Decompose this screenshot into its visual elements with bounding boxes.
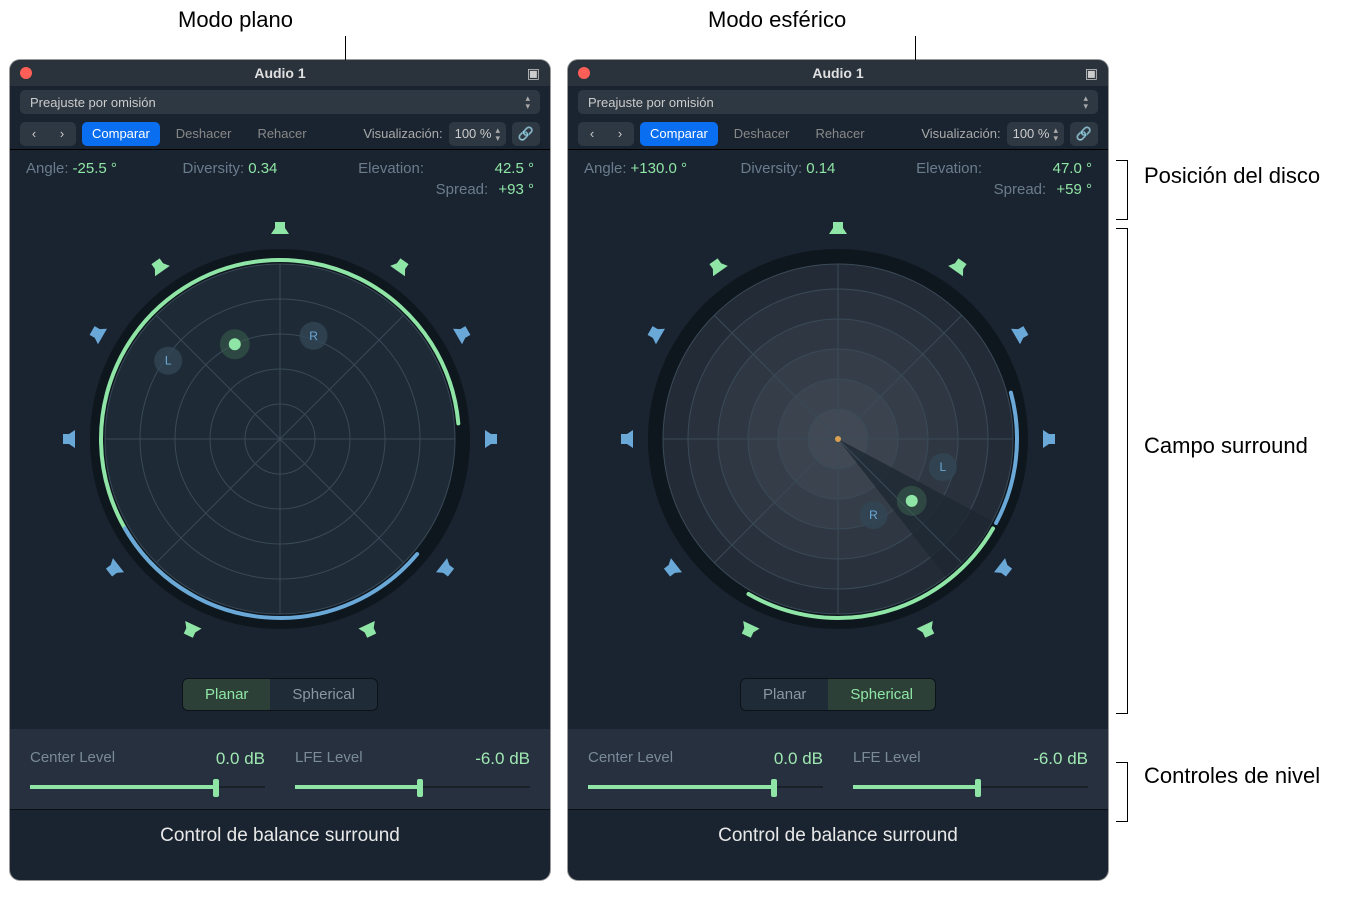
mode-segmented: Planar Spherical — [740, 678, 936, 711]
mode-segmented: Planar Spherical — [182, 678, 378, 711]
center-level-label: Center Level — [30, 749, 115, 769]
panner-window-spherical: Audio 1 ▣ Preajuste por omisión ▴▾ ‹ › C… — [568, 60, 1108, 880]
diversity-value[interactable]: 0.34 — [248, 160, 354, 177]
link-icon[interactable]: 🔗 — [1070, 122, 1098, 146]
forward-button[interactable]: › — [48, 122, 76, 146]
back-button[interactable]: ‹ — [20, 122, 48, 146]
redo-button[interactable]: Rehacer — [805, 122, 874, 146]
callout-campo-surround: Campo surround — [1144, 432, 1334, 461]
pin-icon[interactable]: ▣ — [527, 65, 540, 82]
svg-text:R: R — [869, 508, 878, 522]
history-nav: ‹ › — [578, 122, 634, 146]
puck-readouts: Angle: +130.0 ° Diversity: 0.14 Elevatio… — [568, 150, 1108, 181]
bracket-controles — [1116, 762, 1128, 822]
spread-value[interactable]: +59 ° — [1056, 181, 1092, 198]
callout-modo-esferico: Modo esférico — [708, 6, 846, 35]
callout-modo-plano: Modo plano — [178, 6, 293, 35]
viz-zoom[interactable]: 100 % ▴▾ — [1007, 122, 1064, 146]
center-level-label: Center Level — [588, 749, 673, 769]
lfe-level-label: LFE Level — [853, 749, 921, 769]
elevation-value[interactable]: 47.0 ° — [986, 160, 1092, 177]
chevron-updown-icon: ▴▾ — [525, 94, 530, 110]
preset-label: Preajuste por omisión — [588, 95, 714, 110]
spread-label: Spread: — [994, 181, 1047, 198]
undo-button[interactable]: Deshacer — [724, 122, 800, 146]
mode-spherical[interactable]: Spherical — [828, 679, 935, 710]
lfe-level-label: LFE Level — [295, 749, 363, 769]
level-controls: Center Level 0.0 dB LFE Level -6.0 dB — [10, 729, 550, 809]
diversity-value[interactable]: 0.14 — [806, 160, 912, 177]
puck-readouts: Angle: -25.5 ° Diversity: 0.34 Elevation… — [10, 150, 550, 181]
chevron-updown-icon: ▴▾ — [1053, 126, 1058, 142]
preset-dropdown[interactable]: Preajuste por omisión ▴▾ — [20, 90, 540, 114]
bracket-campo — [1116, 228, 1128, 714]
lfe-level-slider[interactable] — [295, 777, 530, 797]
spread-label: Spread: — [436, 181, 489, 198]
elevation-value[interactable]: 42.5 ° — [428, 160, 534, 177]
viz-value: 100 % — [455, 126, 492, 141]
svg-text:L: L — [165, 354, 172, 368]
spread-readout: Spread: +93 ° — [10, 181, 550, 204]
surround-field[interactable]: LR — [568, 204, 1108, 674]
history-nav: ‹ › — [20, 122, 76, 146]
mode-spherical[interactable]: Spherical — [270, 679, 377, 710]
undo-button[interactable]: Deshacer — [166, 122, 242, 146]
redo-button[interactable]: Rehacer — [247, 122, 316, 146]
svg-text:L: L — [939, 460, 946, 474]
center-level-value[interactable]: 0.0 dB — [216, 749, 265, 769]
spread-readout: Spread: +59 ° — [568, 181, 1108, 204]
compare-button[interactable]: Comparar — [640, 122, 718, 146]
lfe-level-value[interactable]: -6.0 dB — [1033, 749, 1088, 769]
back-button[interactable]: ‹ — [578, 122, 606, 146]
close-button[interactable] — [20, 67, 32, 79]
surround-field[interactable]: LR — [10, 204, 550, 674]
pin-icon[interactable]: ▣ — [1085, 65, 1098, 82]
compare-button[interactable]: Comparar — [82, 122, 160, 146]
level-controls: Center Level 0.0 dB LFE Level -6.0 dB — [568, 729, 1108, 809]
preset-dropdown[interactable]: Preajuste por omisión ▴▾ — [578, 90, 1098, 114]
svg-text:R: R — [309, 329, 318, 343]
titlebar: Audio 1 ▣ — [568, 60, 1108, 86]
angle-label: Angle: — [584, 160, 627, 177]
chevron-updown-icon: ▴▾ — [1083, 94, 1088, 110]
window-title: Audio 1 — [812, 65, 863, 81]
titlebar: Audio 1 ▣ — [10, 60, 550, 86]
preset-label: Preajuste por omisión — [30, 95, 156, 110]
link-icon[interactable]: 🔗 — [512, 122, 540, 146]
panner-window-planar: Audio 1 ▣ Preajuste por omisión ▴▾ ‹ › C… — [10, 60, 550, 880]
angle-value[interactable]: -25.5 ° — [73, 160, 179, 177]
lfe-level-value[interactable]: -6.0 dB — [475, 749, 530, 769]
mode-COMPUTED-planar[interactable]: Planar — [183, 679, 270, 710]
diversity-label: Diversity: — [183, 160, 245, 177]
lfe-level-slider[interactable] — [853, 777, 1088, 797]
chevron-updown-icon: ▴▾ — [495, 126, 500, 142]
footer-title: Control de balance surround — [10, 809, 550, 861]
bracket-posicion — [1116, 160, 1128, 220]
viz-label: Visualización: — [921, 126, 1000, 141]
callout-controles-nivel: Controles de nivel — [1144, 762, 1334, 791]
spread-value[interactable]: +93 ° — [498, 181, 534, 198]
diversity-label: Diversity: — [741, 160, 803, 177]
window-title: Audio 1 — [254, 65, 305, 81]
footer-title: Control de balance surround — [568, 809, 1108, 861]
center-level-slider[interactable] — [588, 777, 823, 797]
mode-planar[interactable]: Planar — [741, 679, 828, 710]
viz-label: Visualización: — [363, 126, 442, 141]
center-level-value[interactable]: 0.0 dB — [774, 749, 823, 769]
viz-zoom[interactable]: 100 % ▴▾ — [449, 122, 506, 146]
forward-button[interactable]: › — [606, 122, 634, 146]
angle-value[interactable]: +130.0 ° — [631, 160, 737, 177]
viz-value: 100 % — [1013, 126, 1050, 141]
close-button[interactable] — [578, 67, 590, 79]
elevation-label: Elevation: — [358, 160, 424, 177]
center-level-slider[interactable] — [30, 777, 265, 797]
elevation-label: Elevation: — [916, 160, 982, 177]
angle-label: Angle: — [26, 160, 69, 177]
callout-posicion-disco: Posición del disco — [1144, 162, 1320, 191]
